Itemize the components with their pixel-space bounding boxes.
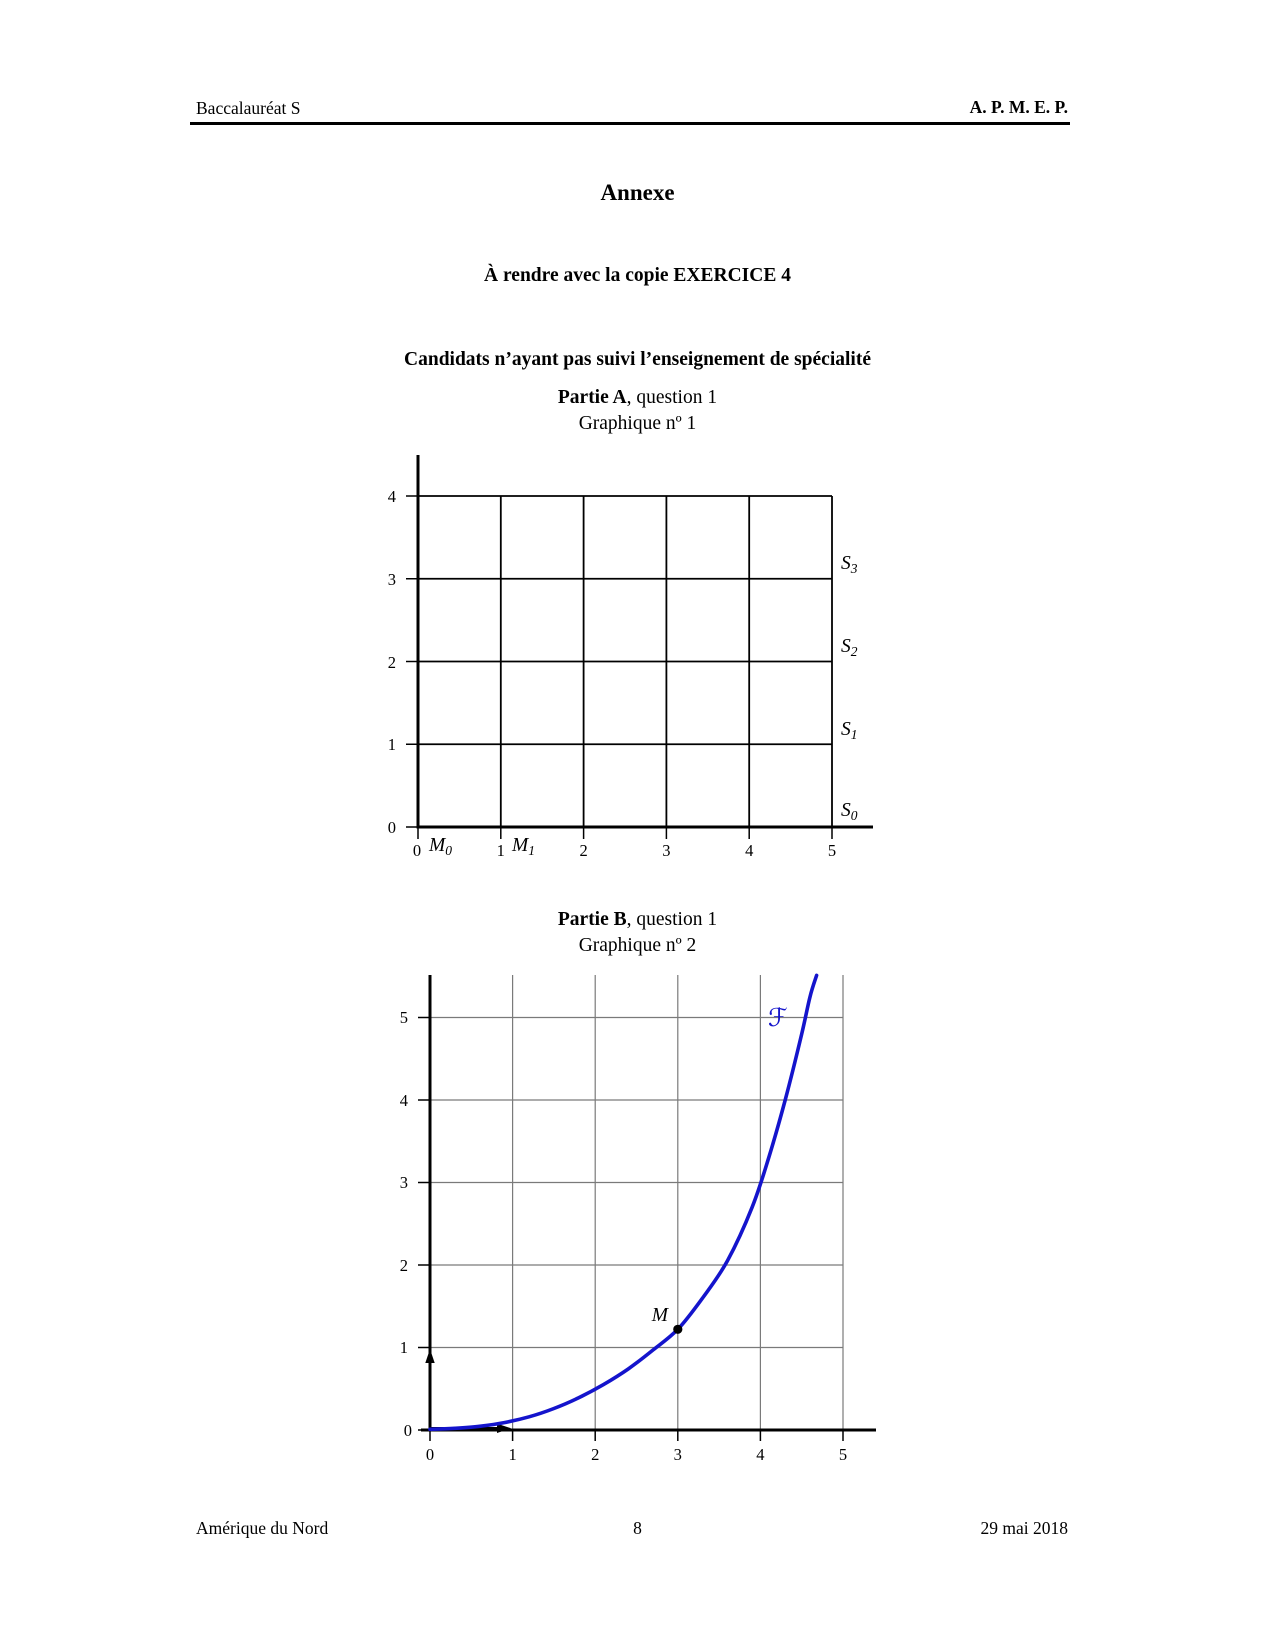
graph2-grid-vertical-lines bbox=[511, 975, 844, 1430]
graph2-grid-horizontal-lines bbox=[430, 1016, 843, 1349]
graph1-ytick-2: 2 bbox=[388, 653, 396, 672]
header-rule bbox=[190, 122, 1070, 125]
graph1-xtick-5: 5 bbox=[828, 841, 836, 860]
graph2-figure: 5 4 3 2 1 0 0 1 2 3 4 5 ℱ M bbox=[400, 973, 876, 1464]
graph2-xtick-1: 1 bbox=[508, 1445, 516, 1464]
graph2-xtick-0: 0 bbox=[426, 1445, 434, 1464]
y-unit-arrowhead-icon bbox=[425, 1349, 435, 1363]
graph1-label-S0: S0 bbox=[841, 800, 858, 823]
graph1-y-tick-labels: 4 3 2 1 0 bbox=[388, 487, 396, 837]
graph1-ytick-4: 4 bbox=[388, 487, 396, 506]
graph2-ytick-5: 5 bbox=[400, 1008, 408, 1027]
x-unit-arrowhead-icon bbox=[497, 1423, 511, 1433]
graph1-x-tick-labels: 0 1 2 3 4 5 bbox=[413, 841, 836, 860]
section-b-graph-label: Graphique nº 2 bbox=[578, 935, 697, 956]
section-a-heading: Partie A, question 1 bbox=[0, 387, 1275, 409]
header-left-text: Baccalauréat S bbox=[196, 98, 301, 118]
graph1-ytick-1: 1 bbox=[388, 735, 396, 754]
graph1-label-M1: M1 bbox=[511, 835, 535, 858]
footer-left-text: Amérique du Nord bbox=[196, 1518, 329, 1538]
graph2-ytick-0: 0 bbox=[404, 1421, 412, 1440]
graph2-y-tick-labels: 5 4 3 2 1 0 bbox=[400, 1008, 412, 1440]
graph1-y-tick-marks bbox=[406, 495, 417, 828]
point-M-dot bbox=[673, 1324, 683, 1334]
graph2-ytick-1: 1 bbox=[400, 1338, 408, 1357]
graph1-label-S3: S3 bbox=[841, 553, 858, 576]
graph1-label-S2: S2 bbox=[841, 636, 858, 659]
graph1-x-tick-marks bbox=[417, 828, 833, 839]
graph2-xtick-2: 2 bbox=[591, 1445, 599, 1464]
graph1-xtick-1: 1 bbox=[497, 841, 505, 860]
graph1-xtick-3: 3 bbox=[662, 841, 670, 860]
graph1-xtick-2: 2 bbox=[579, 841, 587, 860]
graph1-xtick-4: 4 bbox=[745, 841, 753, 860]
graph1-figure: 4 3 2 1 0 0 1 2 3 4 5 M0 M1 S3 S2 S1 S0 bbox=[388, 455, 873, 860]
graph2-ytick-4: 4 bbox=[400, 1091, 408, 1110]
page-title: Annexe bbox=[600, 180, 675, 205]
function-curve bbox=[428, 973, 819, 1432]
section-b-part-label: Partie B bbox=[557, 909, 627, 930]
graph2-xtick-4: 4 bbox=[756, 1445, 764, 1464]
section-b-question-label: , question 1 bbox=[626, 909, 718, 930]
graph2-ytick-3: 3 bbox=[400, 1173, 408, 1192]
graph1-grid-horizontal-lines bbox=[417, 495, 832, 746]
return-note-title: À rendre avec la copie EXERCICE 4 bbox=[484, 265, 791, 286]
graph2-x-tick-labels: 0 1 2 3 4 5 bbox=[426, 1445, 847, 1464]
footer-right-text: 29 mai 2018 bbox=[980, 1518, 1069, 1538]
graph1-ytick-0: 0 bbox=[388, 818, 396, 837]
section-a-question-label: , question 1 bbox=[626, 387, 718, 408]
graph2-ytick-2: 2 bbox=[400, 1256, 408, 1275]
graph2-xtick-3: 3 bbox=[674, 1445, 682, 1464]
unit-vector-arrows bbox=[425, 1349, 511, 1433]
section-a-part-label: Partie A bbox=[557, 387, 627, 408]
point-M-label: M bbox=[651, 1305, 670, 1326]
graph1-ytick-3: 3 bbox=[388, 570, 396, 589]
candidates-title: Candidats n’ayant pas suivi l’enseigneme… bbox=[404, 349, 871, 370]
section-b-heading: Partie B, question 1 bbox=[0, 909, 1275, 931]
graph1-label-S1: S1 bbox=[841, 719, 858, 742]
graph2-x-tick-marks bbox=[429, 1431, 844, 1441]
header-right-text: A. P. M. E. P. bbox=[969, 97, 1068, 117]
graph1-label-M0: M0 bbox=[428, 835, 452, 858]
footer-page-number: 8 bbox=[633, 1518, 642, 1538]
graph2-y-tick-marks bbox=[418, 1016, 429, 1431]
graph2-xtick-5: 5 bbox=[839, 1445, 847, 1464]
section-a-graph-label: Graphique nº 1 bbox=[578, 413, 697, 434]
graph1-xtick-0: 0 bbox=[413, 841, 421, 860]
curve-label-F: ℱ bbox=[768, 1003, 788, 1032]
